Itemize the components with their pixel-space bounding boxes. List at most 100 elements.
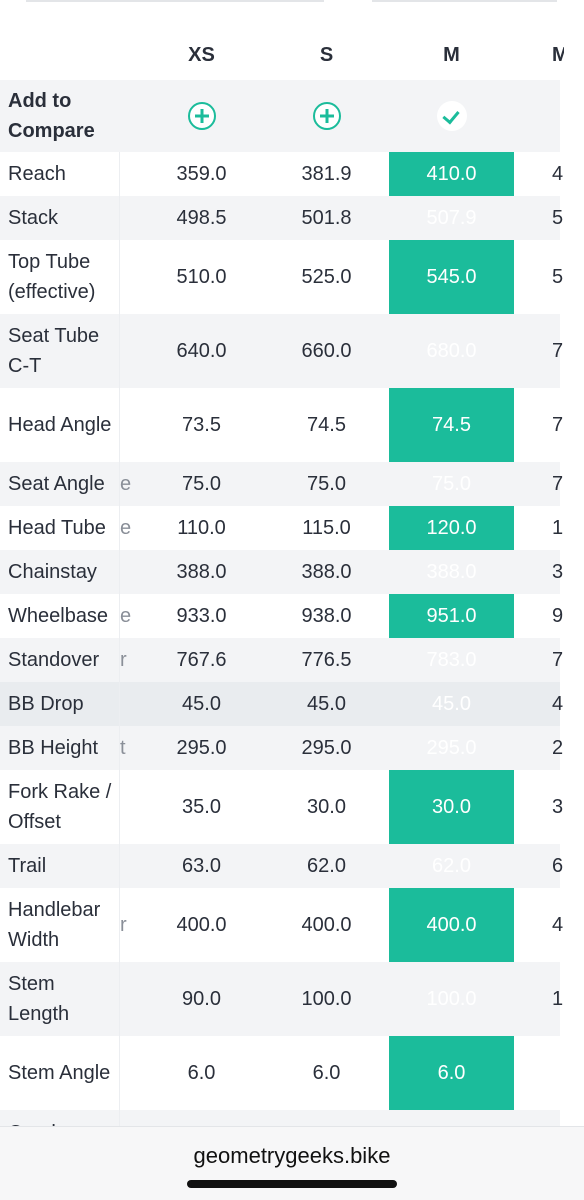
table-cell: 400.0 [426,913,477,936]
table-cell: 4 [552,162,564,185]
table-cell: 388.0 [176,560,227,583]
table-cell: 30.0 [307,795,346,818]
table-cell [389,1110,514,1126]
table-row[interactable]: BB Drop 45.0 45.0 45.0 4 [0,682,584,726]
size-header-xs[interactable]: XS [188,43,215,66]
table-cell: 110.0 [177,516,226,539]
row-label: Stem Length [8,973,70,1025]
size-header-m[interactable]: M [443,43,460,66]
row-label: Stem Angle [8,1062,111,1084]
table-cell: 295.0 [301,736,352,759]
table-cell: 951.0 [426,604,477,627]
table-cell [552,1036,564,1110]
row-label: Top Tube (effective) [8,251,96,303]
table-row[interactable]: Seat Angle e 75.0 75.0 75.0 7 [0,462,584,506]
table-cell: 75.0 [432,472,471,495]
table-cell: 100.0 [426,987,477,1010]
size-header-next-label: M [552,43,564,66]
home-indicator[interactable] [187,1180,397,1188]
row-label: BB Drop [8,693,84,715]
table-cell: 933.0 [176,604,227,627]
table-cell: 680.0 [426,339,477,362]
table-cell: 295.0 [176,736,227,759]
table-cell: 5 [552,265,564,288]
table-cell [139,1110,264,1126]
table-cell: 75.0 [182,472,221,495]
plus-circle-icon [312,102,341,130]
table-cell: 74.5 [432,413,471,436]
row-label: Wheelbase [8,605,109,627]
row-label: Head Tube [8,517,106,539]
table-cell: 30.0 [432,795,471,818]
table-cell: 783.0 [426,648,477,671]
table-row[interactable]: Fork Rake / Offset 35.0 30.0 30.0 3 [0,770,584,844]
table-cell: 410.0 [426,162,477,185]
table-cell: 62.0 [307,854,346,877]
table-cell: 3 [552,560,564,583]
size-header-next[interactable]: M [552,30,564,80]
table-cell: 45.0 [432,692,471,715]
table-cell: 90.0 [182,987,221,1010]
table-cell: 359.0 [176,162,227,185]
table-cell: 6.0 [187,1061,216,1084]
top-scroll-remnant [0,0,584,8]
row-label-overflow: e [120,516,132,539]
table-row[interactable]: Stem Angle 6.0 6.0 6.0 [0,1036,584,1110]
table-cell: 295.0 [426,736,477,759]
table-cell: 63.0 [182,854,221,877]
table-cell: 525.0 [301,265,352,288]
table-cell: 6.0 [437,1061,466,1084]
table-row[interactable]: Reach 359.0 381.9 410.0 4 [0,152,584,196]
table-cell: 3 [552,795,564,818]
table-row[interactable]: Crank [0,1110,584,1126]
compare-m-selected-button[interactable] [389,80,514,152]
compare-row: Add to Compare [0,80,584,152]
row-label-overflow: r [120,913,127,936]
table-cell: 2 [552,736,564,759]
table-row[interactable]: Trail 63.0 62.0 62.0 6 [0,844,584,888]
row-label: Trail [8,855,47,877]
table-row[interactable]: Head Angle 73.5 74.5 74.5 7 [0,388,584,462]
table-row[interactable]: Stem Length 90.0 100.0 100.0 1 [0,962,584,1036]
table-cell: 507.9 [426,206,477,229]
table-cell: 4 [552,913,564,936]
table-row[interactable]: BB Height t 295.0 295.0 295.0 2 [0,726,584,770]
table-row[interactable]: Stack 498.5 501.8 507.9 5 [0,196,584,240]
table-cell: 510.0 [176,265,227,288]
table-cell: 7 [552,339,564,362]
table-cell: 45.0 [182,692,221,715]
table-row[interactable]: Chainstay 388.0 388.0 388.0 3 [0,550,584,594]
table-row[interactable]: Wheelbase e 933.0 938.0 951.0 9 [0,594,584,638]
row-label: Seat Tube C-T [8,325,100,377]
table-cell: 1 [552,987,564,1010]
browser-address-bar[interactable]: geometrygeeks.bike [0,1126,584,1200]
row-label: Seat Angle [8,473,105,495]
table-row[interactable]: Top Tube (effective) 510.0 525.0 545.0 5 [0,240,584,314]
table-cell: 6.0 [312,1061,341,1084]
address-url: geometrygeeks.bike [193,1143,391,1168]
table-cell: 62.0 [432,854,471,877]
size-header-s[interactable]: S [319,43,334,66]
label-column-divider [119,152,120,1126]
table-cell: 6 [552,854,564,877]
table-row[interactable]: Head Tube e 110.0 115.0 120.0 1 [0,506,584,550]
table-cell: 7 [552,648,564,671]
table-cell: 45.0 [307,692,346,715]
table-cell: 100.0 [301,987,352,1010]
table-cell: 7 [552,413,564,436]
table-cell: 381.9 [301,162,352,185]
row-label: Fork Rake / Offset [8,781,112,833]
table-row[interactable]: Standover r 767.6 776.5 783.0 7 [0,638,584,682]
table-row[interactable]: Handlebar Width r 400.0 400.0 400.0 4 [0,888,584,962]
row-label: Reach [8,163,66,185]
row-label: BB Height [8,737,99,759]
row-label: Standover [8,649,100,671]
table-cell: 501.8 [301,206,352,229]
add-compare-s-button[interactable] [264,80,389,152]
size-header-row: XS S M M [0,30,584,80]
plus-circle-icon [187,102,216,130]
table-cell: 938.0 [301,604,352,627]
add-compare-xs-button[interactable] [139,80,264,152]
table-row[interactable]: Seat Tube C-T 640.0 660.0 680.0 7 [0,314,584,388]
row-label: Crank [8,1110,120,1126]
